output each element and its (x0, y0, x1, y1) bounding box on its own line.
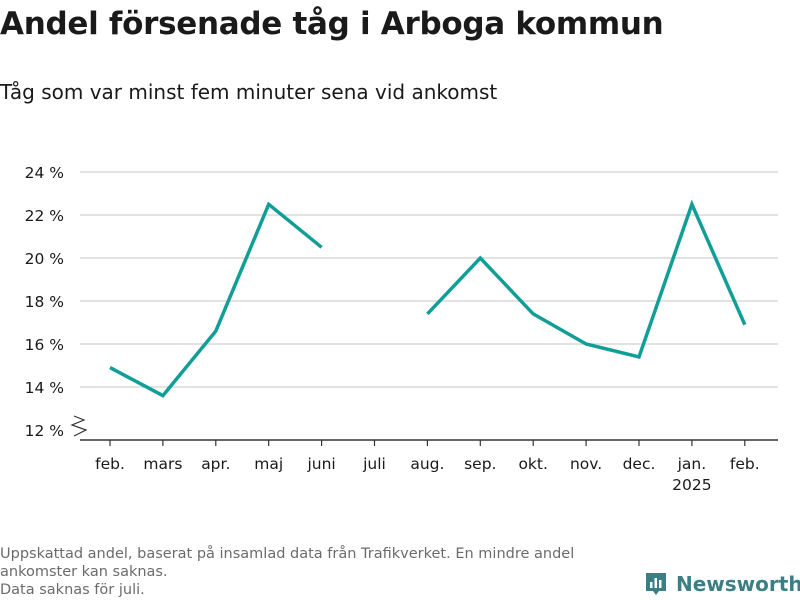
y-tick-label: 16 % (25, 336, 64, 354)
x-tick-label: juli (362, 455, 386, 473)
series-line (426, 199, 747, 359)
x-tick-label: sep. (464, 455, 496, 473)
x-tick-label: nov. (570, 455, 602, 473)
y-tick-label: 12 % (25, 422, 64, 440)
x-tick-label: feb. (730, 455, 760, 473)
x-year-label: 2025 (672, 476, 711, 494)
footnote-line: Data saknas för juli. (0, 582, 145, 598)
newsworthy-logo-icon (646, 573, 666, 595)
y-tick-label: 24 % (25, 164, 64, 182)
newsworthy-logo: Newsworthy (644, 570, 800, 598)
chart-subtitle: Tåg som var minst fem minuter sena vid a… (0, 80, 498, 104)
chart-title: Andel försenade tåg i Arboga kommun (0, 6, 664, 42)
y-tick-label: 20 % (25, 250, 64, 268)
footnote-line: Uppskattad andel, baserat på insamlad da… (0, 546, 575, 562)
x-tick-label: mars (143, 455, 182, 473)
brand-name: Newsworthy (676, 572, 800, 596)
x-tick-label: juni (306, 455, 335, 473)
y-tick-label: 22 % (25, 207, 64, 225)
series-line (109, 201, 323, 398)
footnote-line: ankomster kan saknas. (0, 564, 168, 580)
y-tick-label: 18 % (25, 293, 64, 311)
x-tick-label: aug. (410, 455, 444, 473)
axis-break-icon (70, 415, 88, 437)
x-tick-label: apr. (201, 455, 230, 473)
line-chart: 12 % 14 % 16 % 18 % 20 % 22 % 24 % feb. mars apr.… (25, 164, 778, 494)
x-tick-label: okt. (518, 455, 547, 473)
x-tick-label: maj (254, 455, 283, 473)
x-tick-label: jan. (677, 455, 707, 473)
x-tick-label: dec. (623, 455, 656, 473)
x-tick-label: feb. (95, 455, 125, 473)
y-tick-label: 14 % (25, 379, 64, 397)
footnote: Uppskattad andel, baserat på insamlad da… (0, 545, 640, 599)
